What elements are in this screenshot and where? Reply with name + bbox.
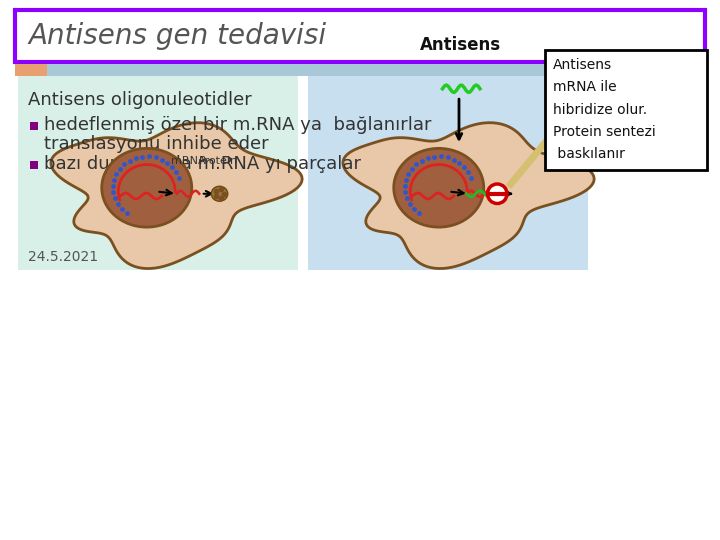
FancyBboxPatch shape [545, 50, 707, 170]
Text: mRNA: mRNA [171, 157, 206, 166]
Ellipse shape [394, 148, 484, 227]
Text: 24.5.2021: 24.5.2021 [28, 250, 98, 264]
Bar [18, 45, 298, 270]
Bar [15, 64, 47, 76]
Text: Antisens oligonuleotidler: Antisens oligonuleotidler [28, 91, 252, 109]
Text: hedeflenmiş özel bir m.RNA ya  bağlanırlar: hedeflenmiş özel bir m.RNA ya bağlanırla… [44, 116, 431, 134]
Circle shape [487, 184, 507, 204]
Text: translasyonu inhibe eder: translasyonu inhibe eder [44, 135, 269, 153]
Text: Antisens
mRNA ile
hibridize olur.
Protein sentezi
 baskılanır: Antisens mRNA ile hibridize olur. Protei… [553, 58, 656, 161]
Polygon shape [51, 123, 302, 268]
Text: bazı durumlarda m.RNA yı parçalar: bazı durumlarda m.RNA yı parçalar [44, 155, 361, 173]
Text: Antisens gen tedavisi: Antisens gen tedavisi [28, 22, 326, 50]
Bar [30, 122, 38, 130]
Text: Protein: Protein [199, 157, 238, 166]
Bar [47, 64, 705, 76]
Text: Antisens: Antisens [420, 36, 500, 54]
Polygon shape [343, 123, 594, 268]
FancyBboxPatch shape [15, 10, 705, 62]
Ellipse shape [211, 186, 228, 201]
Bar [30, 161, 38, 169]
Bar [308, 45, 588, 270]
Ellipse shape [102, 148, 192, 227]
